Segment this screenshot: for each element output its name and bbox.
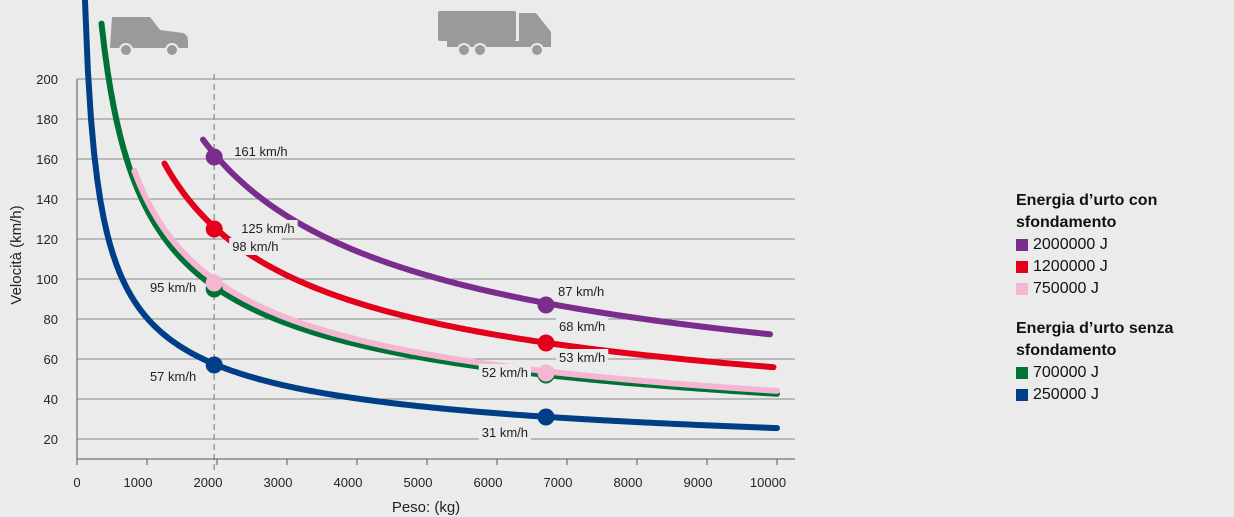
- legend-label: 2000000 J: [1033, 236, 1108, 253]
- marker-2000000: [205, 148, 223, 166]
- x-tick-label: 3000: [264, 475, 293, 490]
- data-label-background: [478, 364, 531, 381]
- series-curves: [81, 0, 780, 432]
- legend-swatch: [1016, 367, 1028, 379]
- y-tick-label: 60: [44, 352, 58, 367]
- legend: Energia d’urto con sfondamento 2000000 J…: [1016, 190, 1234, 424]
- data-label-background: [238, 220, 298, 237]
- y-axis-title: Velocità (km/h): [8, 205, 25, 304]
- data-label: 53 km/h: [559, 350, 605, 365]
- marker-2000000: [537, 296, 555, 314]
- y-tick-label: 40: [44, 392, 58, 407]
- x-tick-label: 4000: [334, 475, 363, 490]
- marker-1200000: [537, 334, 555, 352]
- data-labels: 161 km/h 87 km/h 125 km/h 68 km/h 98 km/h 53 …: [150, 144, 609, 441]
- y-tick-label: 200: [36, 72, 58, 87]
- legend-group-title: Energia d’urto con sfondamento: [1016, 192, 1158, 231]
- legend-group-without-penetration: Energia d’urto senza sfondamento 700000 …: [1016, 318, 1234, 406]
- data-label: 98 km/h: [232, 239, 278, 254]
- x-tick-label: 0: [73, 475, 80, 490]
- legend-item-750000: 750000 J: [1016, 278, 1234, 300]
- legend-label: 750000 J: [1033, 280, 1099, 297]
- data-label-background: [555, 283, 608, 300]
- data-label: 68 km/h: [559, 319, 605, 334]
- data-label-background: [229, 238, 282, 255]
- x-tick-label: 1000: [124, 475, 153, 490]
- y-tick-label: 80: [44, 312, 58, 327]
- legend-group-title: Energia d’urto senza sfondamento: [1016, 320, 1174, 359]
- y-tick-label: 140: [36, 192, 58, 207]
- series-line-250000: [81, 0, 780, 432]
- y-tick-label: 160: [36, 152, 58, 167]
- marker-750000: [205, 274, 223, 292]
- series-line-1200000: [161, 160, 777, 371]
- data-label: 125 km/h: [241, 221, 294, 236]
- marker-250000: [205, 356, 223, 374]
- y-tick-label: 100: [36, 272, 58, 287]
- legend-label: 700000 J: [1033, 364, 1099, 381]
- data-label: 52 km/h: [482, 365, 528, 380]
- x-tick-label: 9000: [684, 475, 713, 490]
- x-tick-label: 2000: [194, 475, 223, 490]
- legend-item-1200000: 1200000 J: [1016, 256, 1234, 278]
- series-markers: [205, 148, 555, 426]
- x-tick-label: 6000: [474, 475, 503, 490]
- legend-label: 250000 J: [1033, 386, 1099, 403]
- y-tick-label: 180: [36, 112, 58, 127]
- x-tick-label: 7000: [544, 475, 573, 490]
- data-label-background: [556, 349, 609, 366]
- legend-swatch: [1016, 261, 1028, 273]
- data-label: 87 km/h: [558, 284, 604, 299]
- data-label-background: [556, 318, 609, 335]
- x-tick-label: 8000: [614, 475, 643, 490]
- data-label-background: [478, 424, 531, 441]
- x-axis-title: Peso: (kg): [392, 499, 460, 516]
- legend-swatch: [1016, 389, 1028, 401]
- x-tick-label: 5000: [404, 475, 433, 490]
- legend-group-with-penetration: Energia d’urto con sfondamento 2000000 J…: [1016, 190, 1234, 300]
- series-line-750000: [131, 168, 780, 394]
- y-tick-label: 20: [44, 432, 58, 447]
- marker-750000: [537, 364, 555, 382]
- data-label: 95 km/h: [150, 280, 196, 295]
- legend-swatch: [1016, 239, 1028, 251]
- car-icon: [110, 17, 188, 57]
- legend-swatch: [1016, 283, 1028, 295]
- legend-item-250000: 250000 J: [1016, 384, 1234, 406]
- data-label: 57 km/h: [150, 369, 196, 384]
- legend-item-2000000: 2000000 J: [1016, 234, 1234, 256]
- data-label: 31 km/h: [482, 425, 528, 440]
- marker-250000: [537, 408, 555, 426]
- x-tick-label: 10000: [750, 475, 786, 490]
- legend-label: 1200000 J: [1033, 258, 1108, 275]
- y-tick-label: 120: [36, 232, 58, 247]
- data-label: 161 km/h: [234, 144, 287, 159]
- truck-icon: [438, 11, 551, 57]
- marker-1200000: [205, 220, 223, 238]
- legend-item-700000: 700000 J: [1016, 362, 1234, 384]
